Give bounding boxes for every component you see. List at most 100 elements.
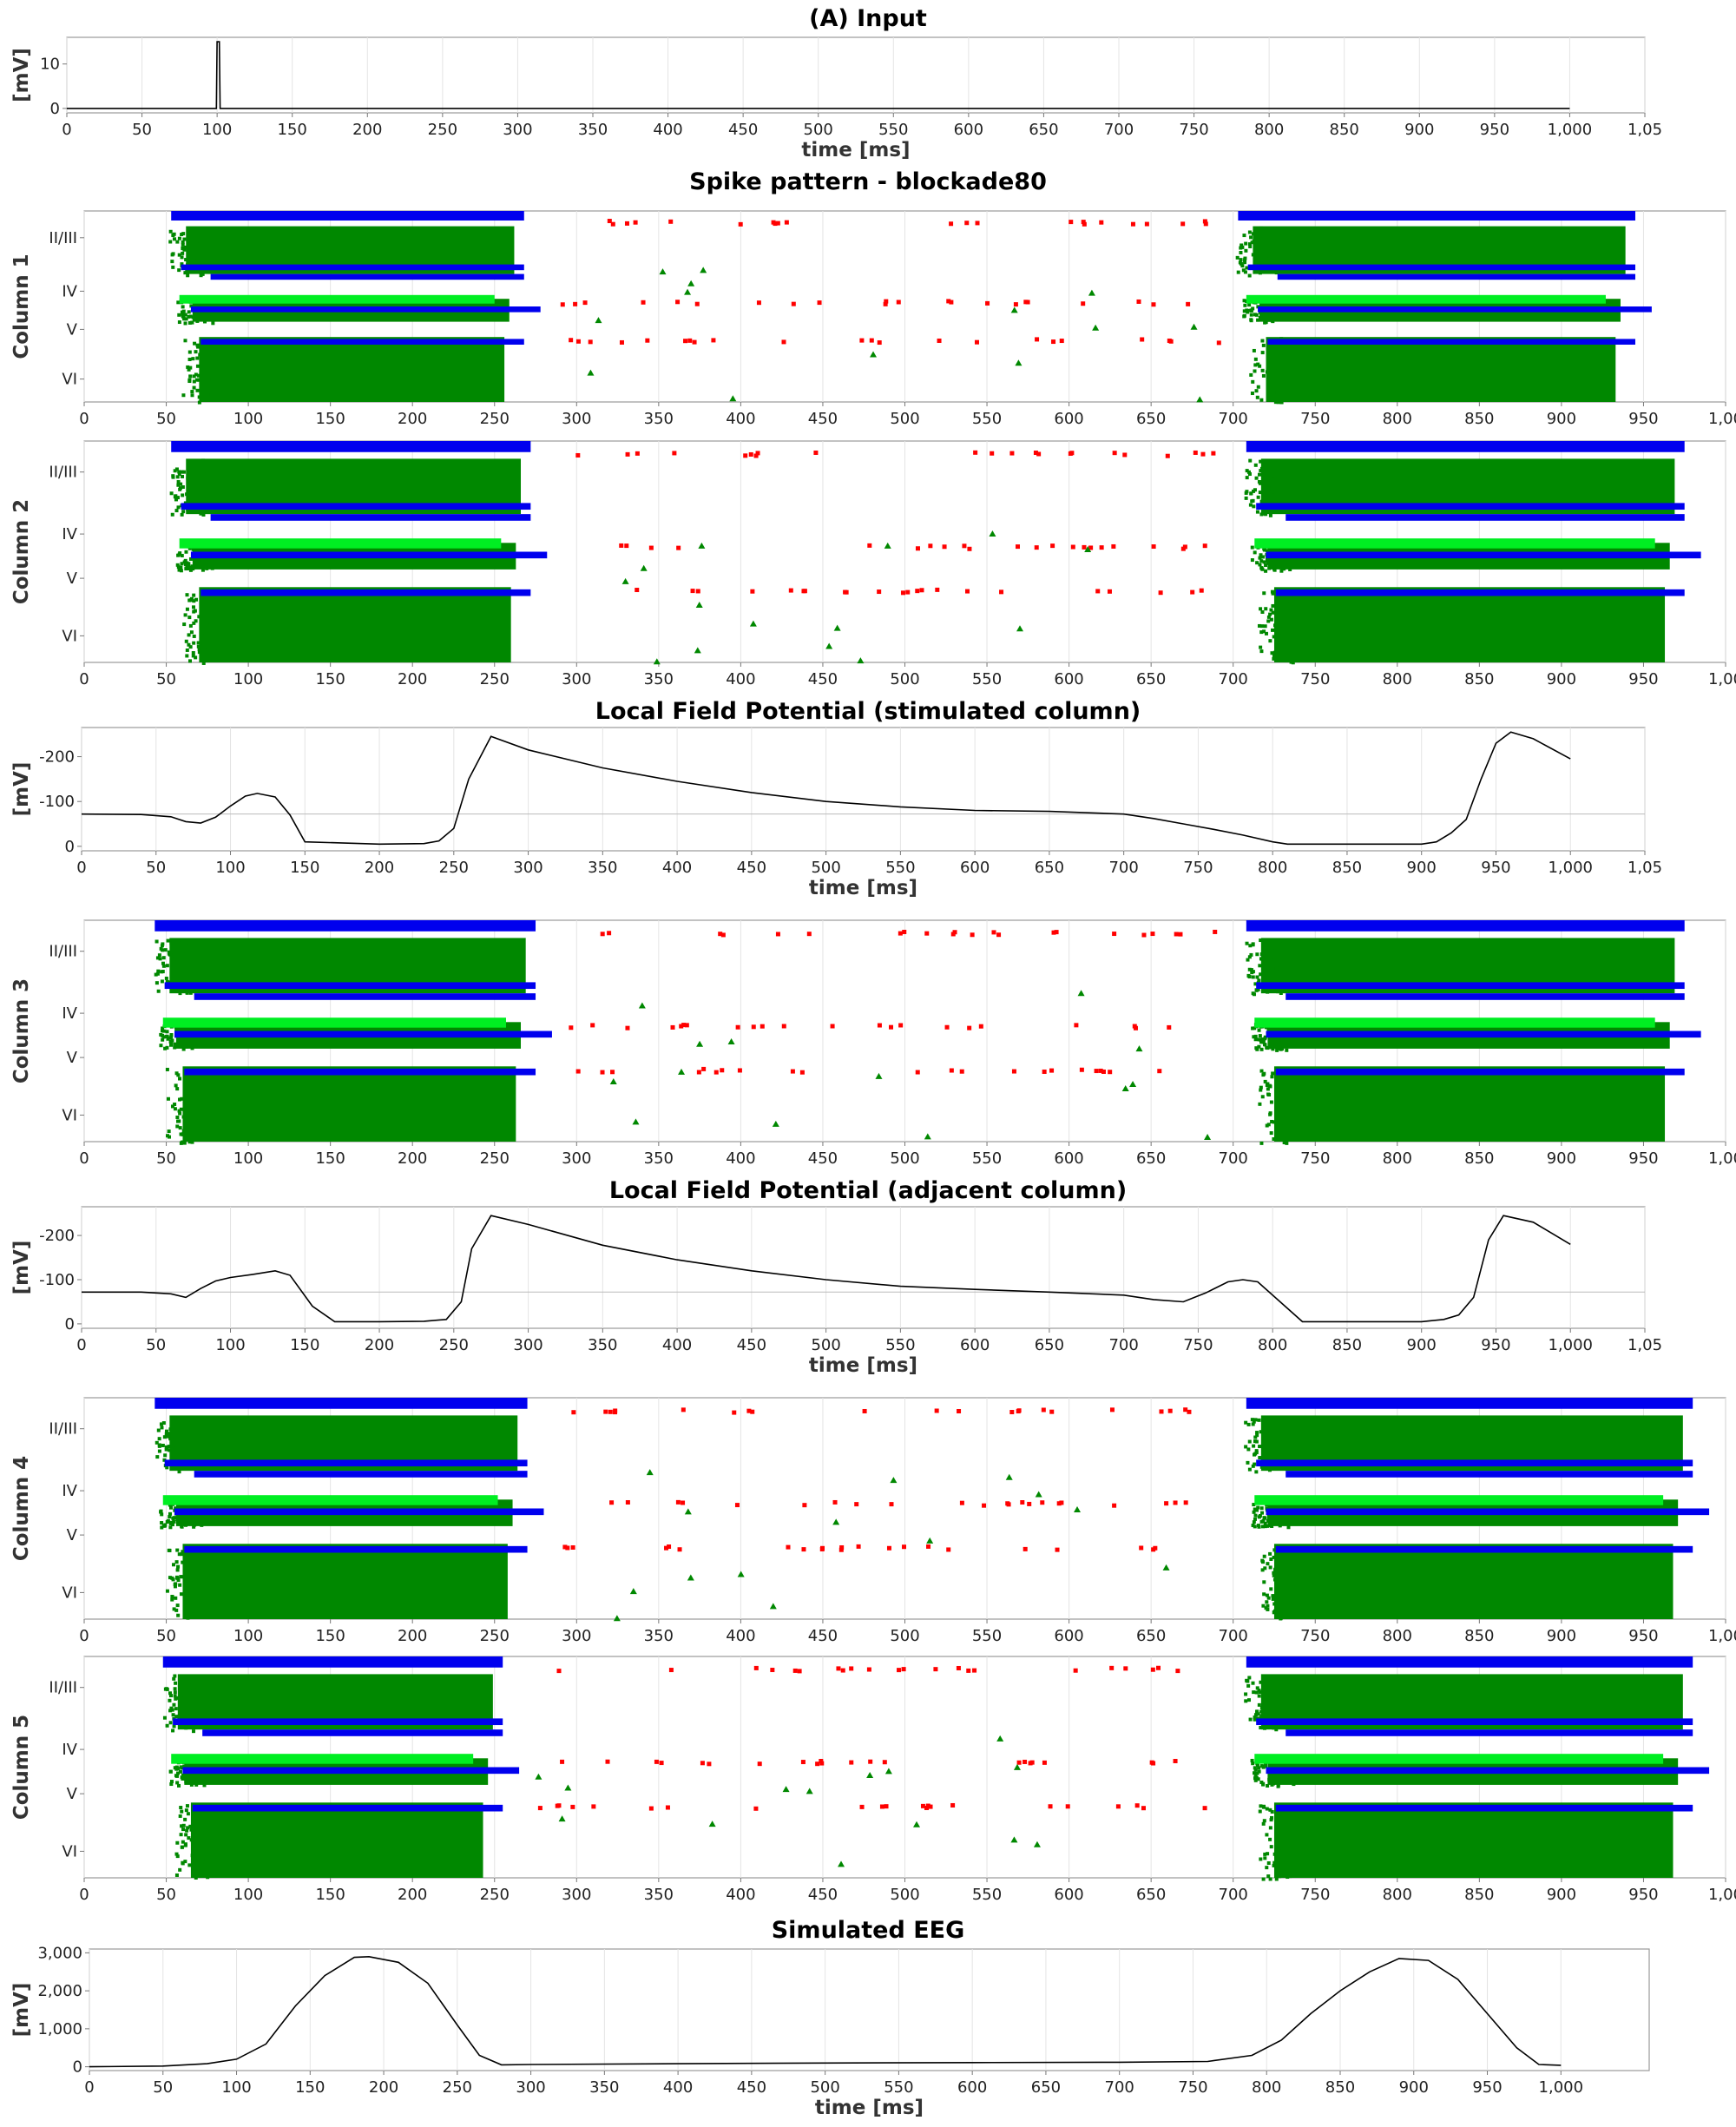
col4-other-spike (1056, 1501, 1062, 1506)
col3-excitatory-spike (638, 1002, 646, 1009)
col4-other-spike (734, 1503, 740, 1508)
col4-excitatory-spike (179, 1575, 183, 1579)
eeg-xtick-label: 950 (1472, 2078, 1502, 2097)
col2-other-spike (635, 588, 640, 593)
col3-xtick-label: 900 (1547, 1149, 1576, 1168)
col1-xtick-label: 0 (79, 410, 89, 428)
col3-excitatory-spike (183, 1099, 187, 1103)
col4-other-spike (832, 1499, 838, 1505)
col2-excitatory-spike (1272, 656, 1276, 661)
col1-excitatory-spike (870, 351, 878, 358)
col4-excitatory-spike (1275, 1610, 1279, 1615)
col3-excitatory-spike (187, 1086, 192, 1090)
col5-other-spike (1123, 1666, 1128, 1671)
col1-excitatory-spike (1088, 289, 1095, 296)
col1-other-spike (645, 338, 650, 343)
col3-excitatory-spike (1272, 958, 1276, 963)
col5-excitatory-spike (194, 1775, 198, 1780)
col2-other-spike (1158, 590, 1163, 596)
col5-inhibitory-bar (173, 1718, 503, 1726)
col1-layer-label: V (67, 320, 78, 339)
lfp2-xtick-label: 300 (513, 1336, 542, 1354)
col4-other-spike (1183, 1407, 1188, 1413)
col5-excitatory-spike (168, 1691, 173, 1696)
col5-xtick-label: 1,00 (1708, 1886, 1736, 1904)
col5-excitatory-spike (182, 1690, 187, 1695)
col5-excitatory-spike (1259, 1764, 1264, 1768)
col1-excitatory-spike (204, 362, 208, 366)
col3-excitatory-spike (1269, 1026, 1273, 1031)
col3-excitatory-spike (184, 1044, 188, 1049)
col2-other-spike (1107, 589, 1112, 594)
col4-excitatory-spike (1274, 1604, 1279, 1609)
col2-other-spike (844, 589, 849, 595)
col4-excitatory-spike (165, 1446, 169, 1451)
col1-excitatory-spike (201, 304, 206, 308)
col2-excitatory-spike (188, 568, 193, 572)
lfp1-xtick-label: 100 (215, 859, 245, 877)
col1-excitatory-spike (1255, 395, 1259, 399)
col4-excitatory-spike (188, 1605, 193, 1610)
col4-excitatory-spike (1266, 1518, 1270, 1523)
col3-excitatory-spike (201, 1101, 206, 1105)
col5-xtick-label: 650 (1136, 1886, 1166, 1904)
col5-excitatory-spike (179, 1696, 183, 1700)
col4-excitatory-spike (1266, 1562, 1270, 1566)
col5-excitatory-spike (708, 1821, 716, 1827)
col4-excitatory-spike (177, 1470, 181, 1474)
col1-xtick-label: 450 (808, 410, 838, 428)
col1-excitatory-spike (1272, 352, 1277, 357)
col3-excitatory-spike (1265, 1045, 1269, 1050)
col1-other-spike (775, 221, 780, 226)
col2-excitatory-spike (181, 470, 186, 474)
col1-other-spike (784, 220, 789, 225)
col2-inhibitory-bar (1266, 551, 1701, 559)
col3-excitatory-spike (192, 1091, 196, 1096)
col2-excitatory-spike (197, 476, 201, 480)
col5-excitatory-spike (1255, 1763, 1259, 1768)
col5-excitatory-spike (1266, 1860, 1271, 1865)
col3-excitatory-spike (1258, 964, 1262, 968)
col2-excitatory-spike (194, 655, 198, 660)
col3-other-spike (806, 932, 812, 937)
col3-excitatory-spike (1280, 1036, 1285, 1040)
col1-excitatory-spike (1255, 227, 1259, 231)
col5-excitatory-spike (1248, 1717, 1253, 1722)
col3-excitatory-spike (160, 1029, 164, 1033)
col4-excitatory-spike (179, 1592, 183, 1597)
col5-excitatory-spike (174, 1873, 179, 1877)
col3-excitatory-spike (189, 1111, 194, 1116)
col5-other-spike (753, 1665, 759, 1670)
col4-excitatory-spike (157, 1449, 161, 1453)
col1-excitatory-spike (210, 388, 214, 392)
col4-excitatory-spike (1260, 1568, 1265, 1572)
col1-excitatory-spike (180, 255, 184, 260)
col4-excitatory-spike (171, 1466, 175, 1471)
lfp1-xtick-label: 50 (146, 859, 166, 877)
col1-excitatory-spike (205, 349, 209, 353)
col4-excitatory-spike (1252, 1444, 1256, 1448)
col5-excitatory-spike (180, 1845, 184, 1849)
col4-excitatory-spike (1253, 1462, 1257, 1466)
col2-other-spike (1202, 543, 1207, 549)
col1-excitatory-spike (207, 369, 212, 373)
col4-excitatory-spike (188, 1579, 193, 1584)
col2-layer-label: IV (62, 525, 77, 543)
col1-excitatory-spike (1243, 260, 1247, 265)
col2-excitatory-spike (179, 565, 183, 570)
col2-xtick-label: 0 (79, 670, 89, 688)
col3-excitatory-spike (176, 1073, 181, 1077)
eeg-title: Simulated EEG (772, 1917, 965, 1944)
col5-excitatory-spike (187, 1686, 192, 1690)
col4-excitatory-spike (176, 1513, 181, 1518)
col5-excitatory-spike (190, 1854, 194, 1858)
col4-layer-label: V (67, 1526, 78, 1544)
col2-excitatory-spike (1259, 512, 1264, 517)
col2-xtick-label: 600 (1054, 670, 1083, 688)
col1-excitatory-spike (192, 379, 196, 384)
col2-xtick-label: 450 (808, 670, 838, 688)
col3-excitatory-spike (175, 1124, 180, 1129)
col3-excitatory-spike (188, 1039, 193, 1044)
col4-excitatory-spike (1269, 1557, 1273, 1561)
col5-excitatory-spike (202, 1842, 207, 1847)
